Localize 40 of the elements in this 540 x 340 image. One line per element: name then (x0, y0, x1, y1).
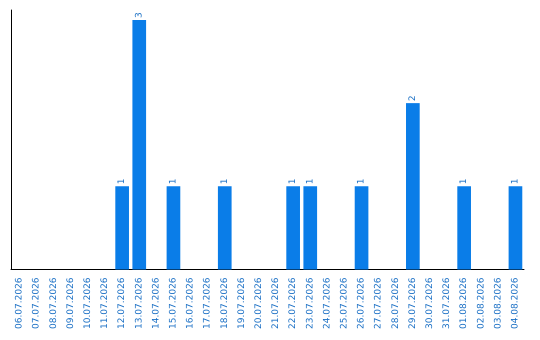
x-tick-label: 16.07.2026 (186, 277, 196, 329)
x-tick-label: 13.07.2026 (134, 277, 144, 329)
x-tick-label: 21.07.2026 (271, 277, 282, 329)
x-tick-label: 19.07.2026 (236, 277, 247, 329)
x-tick-label: 10.07.2026 (82, 277, 93, 329)
data-label: 1 (356, 178, 367, 184)
data-label: 1 (510, 178, 520, 184)
x-tick-label: 28.07.2026 (390, 277, 401, 329)
x-tick-label: 04.08.2026 (510, 277, 520, 329)
data-label: 1 (117, 178, 128, 184)
x-tick-label: 08.07.2026 (48, 277, 59, 329)
x-tick-label: 23.07.2026 (305, 277, 316, 329)
x-tick-label: 22.07.2026 (288, 277, 298, 329)
data-label: 1 (459, 178, 470, 184)
x-tick-label: 06.07.2026 (14, 277, 25, 329)
x-tick-label: 09.07.2026 (66, 277, 76, 329)
x-tick-label: 02.08.2026 (476, 277, 486, 329)
x-tick-label: 24.07.2026 (322, 277, 332, 329)
data-label: 1 (288, 178, 298, 184)
x-tick-label: 29.07.2026 (408, 277, 418, 329)
data-label: 3 (134, 12, 144, 18)
x-tick-label: 25.07.2026 (339, 277, 350, 329)
x-tick-label: 12.07.2026 (117, 277, 128, 329)
data-label: 1 (305, 178, 316, 184)
x-tick-label: 18.07.2026 (220, 277, 230, 329)
x-tick-label: 14.07.2026 (151, 277, 162, 329)
x-tick-label: 31.07.2026 (442, 277, 452, 329)
x-tick-label: 07.07.2026 (32, 277, 42, 329)
x-tick-label: 15.07.2026 (168, 277, 178, 329)
x-tick-label: 03.08.2026 (493, 277, 504, 329)
x-tick-label: 11.07.2026 (100, 277, 110, 329)
data-label: 1 (168, 178, 178, 184)
x-tick-label: 01.08.2026 (459, 277, 470, 329)
x-tick-label: 30.07.2026 (424, 277, 435, 329)
x-tick-label: 17.07.2026 (202, 277, 213, 329)
x-tick-label: 20.07.2026 (254, 277, 264, 329)
data-label: 2 (408, 95, 418, 102)
x-tick-label: 27.07.2026 (374, 277, 384, 329)
data-label: 1 (220, 178, 230, 184)
x-tick-label: 26.07.2026 (356, 277, 367, 329)
